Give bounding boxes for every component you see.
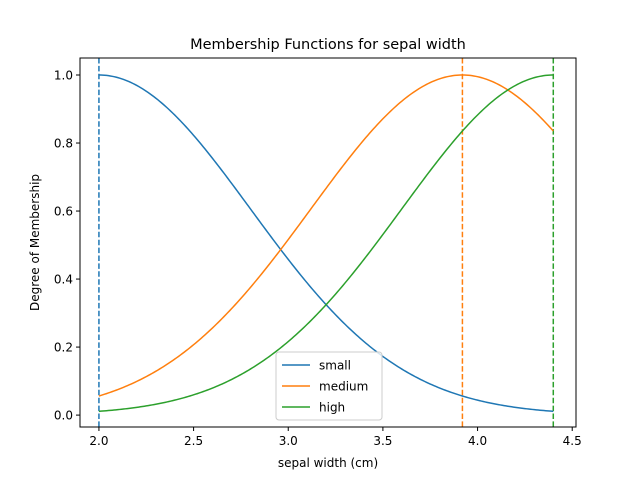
y-tick-label: 0.4: [54, 273, 73, 287]
legend-label-small: small: [319, 359, 351, 373]
y-axis-label: Degree of Membership: [28, 174, 42, 311]
chart-title: Membership Functions for sepal width: [190, 37, 466, 53]
x-tick-label: 4.0: [468, 434, 487, 448]
series-line-high: [98, 74, 554, 413]
x-tick-label: 3.0: [279, 434, 298, 448]
legend-box: [275, 351, 383, 421]
y-tick-label: 0.6: [54, 205, 73, 219]
series-lines: [98, 74, 554, 413]
vertical-marker-lines: [98, 58, 555, 427]
y-tick-label: 1.0: [54, 69, 73, 83]
axes-frame: [79, 57, 577, 428]
y-axis-ticks: 0.0 0.2 0.4 0.6 0.8 1.0: [54, 69, 80, 423]
y-tick-label: 0.8: [54, 137, 73, 151]
legend-label-high: high: [319, 401, 345, 415]
series-line-medium: [98, 74, 554, 397]
x-axis-label: sepal width (cm): [278, 456, 378, 470]
x-axis-ticks: 2.0 2.5 3.0 3.5 4.0 4.5: [89, 427, 582, 448]
legend-label-medium: medium: [319, 380, 368, 394]
legend: small medium high: [275, 351, 383, 421]
x-tick-label: 2.0: [89, 434, 108, 448]
x-tick-label: 4.5: [563, 434, 582, 448]
y-tick-label: 0.2: [54, 341, 73, 355]
x-tick-label: 2.5: [184, 434, 203, 448]
x-tick-label: 3.5: [373, 434, 392, 448]
y-tick-label: 0.0: [54, 409, 73, 423]
